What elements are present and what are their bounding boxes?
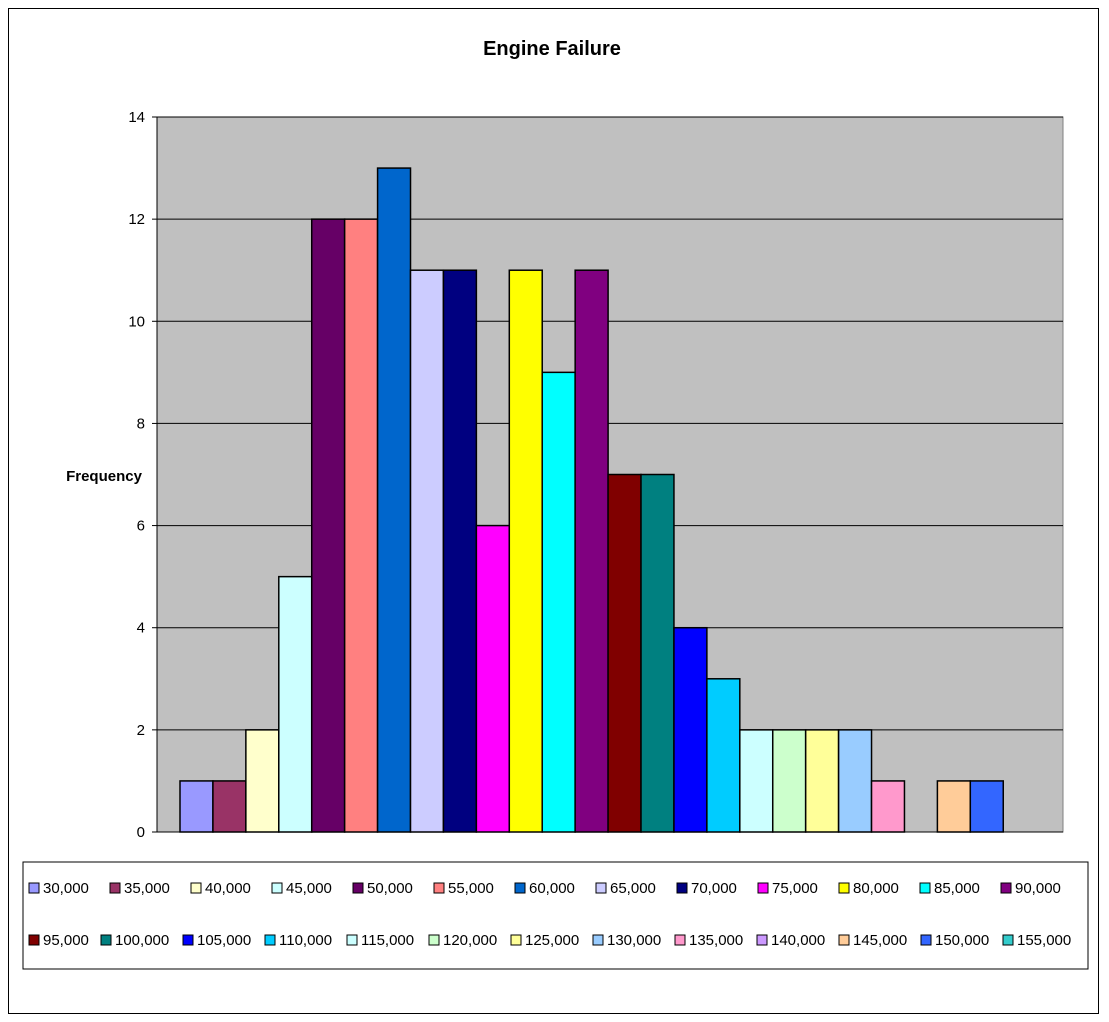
legend-swatch-100,000 — [100, 934, 112, 946]
bar-105,000 — [673, 626, 708, 833]
legend-label-45,000: 45,000 — [286, 880, 332, 897]
bar-30,000 — [179, 780, 214, 833]
legend-swatch-105,000 — [182, 934, 194, 946]
legend-swatch-125,000 — [510, 934, 522, 946]
legend-swatch-145,000 — [838, 934, 850, 946]
legend-label-50,000: 50,000 — [367, 880, 413, 897]
bar-115,000 — [739, 729, 774, 833]
legend-swatch-150,000 — [920, 934, 932, 946]
bar-90,000 — [574, 269, 609, 833]
bar-40,000 — [245, 729, 280, 833]
legend-swatch-85,000 — [919, 882, 931, 894]
chart-title: Engine Failure — [483, 38, 621, 60]
legend-box — [22, 861, 1089, 970]
legend-swatch-55,000 — [433, 882, 445, 894]
legend-label-40,000: 40,000 — [205, 880, 251, 897]
legend-swatch-80,000 — [838, 882, 850, 894]
legend-label-35,000: 35,000 — [124, 880, 170, 897]
legend-label-110,000: 110,000 — [279, 932, 332, 949]
legend-label-80,000: 80,000 — [853, 880, 899, 897]
legend-swatch-110,000 — [264, 934, 276, 946]
legend-label-120,000: 120,000 — [443, 932, 497, 949]
bar-125,000 — [804, 729, 840, 833]
legend-swatch-140,000 — [756, 934, 768, 946]
legend-label-150,000: 150,000 — [935, 932, 989, 949]
legend-label-55,000: 55,000 — [448, 880, 494, 897]
bar-85,000 — [541, 371, 576, 833]
bar-120,000 — [771, 729, 807, 833]
legend-swatch-130,000 — [592, 934, 604, 946]
legend-swatch-45,000 — [271, 882, 283, 894]
bar-145,000 — [936, 780, 972, 833]
legend-label-130,000: 130,000 — [607, 932, 661, 949]
legend-swatch-90,000 — [1000, 882, 1012, 894]
legend-label-70,000: 70,000 — [691, 880, 737, 897]
bar-45,000 — [278, 575, 313, 833]
bar-75,000 — [475, 524, 511, 833]
bar-60,000 — [376, 167, 412, 833]
legend-swatch-75,000 — [757, 882, 769, 894]
y-tick-label-2: 2 — [137, 722, 145, 739]
legend-label-90,000: 90,000 — [1015, 880, 1061, 897]
legend-label-105,000: 105,000 — [197, 932, 251, 949]
y-tick-label-12: 12 — [128, 211, 145, 228]
legend-swatch-60,000 — [514, 882, 526, 894]
y-tick-label-0: 0 — [137, 824, 145, 841]
legend-label-135,000: 135,000 — [689, 932, 743, 949]
legend-label-95,000: 95,000 — [43, 932, 89, 949]
legend-swatch-95,000 — [28, 934, 40, 946]
y-tick-label-8: 8 — [137, 415, 145, 432]
bar-110,000 — [706, 678, 741, 833]
bar-95,000 — [607, 473, 642, 833]
legend-swatch-40,000 — [190, 882, 202, 894]
legend-label-140,000: 140,000 — [771, 932, 825, 949]
legend-label-60,000: 60,000 — [529, 880, 575, 897]
legend-label-30,000: 30,000 — [43, 880, 89, 897]
bar-150,000 — [969, 780, 1005, 833]
legend-label-65,000: 65,000 — [610, 880, 656, 897]
legend-swatch-65,000 — [595, 882, 607, 894]
legend-swatch-135,000 — [674, 934, 686, 946]
bar-55,000 — [343, 218, 379, 833]
bar-35,000 — [212, 780, 247, 833]
bar-50,000 — [310, 218, 346, 833]
bar-80,000 — [508, 269, 543, 833]
bar-135,000 — [870, 780, 906, 833]
legend-label-125,000: 125,000 — [525, 932, 579, 949]
legend-label-75,000: 75,000 — [772, 880, 818, 897]
legend-swatch-35,000 — [109, 882, 121, 894]
legend-swatch-115,000 — [346, 934, 358, 946]
legend-label-145,000: 145,000 — [853, 932, 907, 949]
bar-100,000 — [640, 473, 675, 833]
legend-swatch-120,000 — [428, 934, 440, 946]
legend-label-155,000: 155,000 — [1017, 932, 1071, 949]
y-axis-label: Frequency — [66, 468, 143, 485]
legend-swatch-70,000 — [676, 882, 688, 894]
y-tick-label-10: 10 — [128, 313, 145, 330]
legend-label-100,000: 100,000 — [115, 932, 169, 949]
bar-70,000 — [442, 269, 478, 833]
bar-65,000 — [409, 269, 445, 833]
y-tick-label-14: 14 — [128, 109, 145, 126]
legend-swatch-30,000 — [28, 882, 40, 894]
legend-label-115,000: 115,000 — [361, 932, 414, 949]
legend-swatch-50,000 — [352, 882, 364, 894]
y-tick-label-6: 6 — [137, 518, 145, 535]
bar-130,000 — [837, 729, 873, 833]
legend-swatch-155,000 — [1002, 934, 1014, 946]
legend-label-85,000: 85,000 — [934, 880, 980, 897]
y-tick-label-4: 4 — [137, 620, 145, 637]
